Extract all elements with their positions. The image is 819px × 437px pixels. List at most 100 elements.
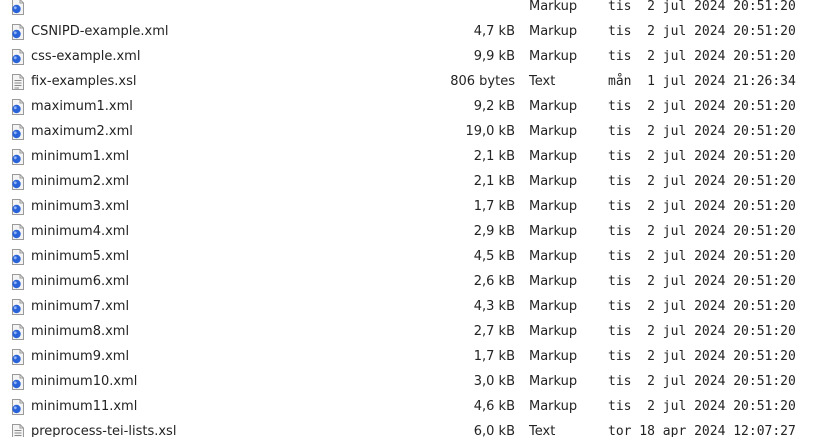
file-row[interactable]: css-example.xml 9,9 kB Markup tis 2 jul …	[0, 44, 819, 69]
file-size: 3,0 kB	[473, 374, 515, 389]
file-name: minimum10.xml	[31, 374, 138, 389]
file-size: 6,0 kB	[473, 424, 515, 437]
file-size: 4,6 kB	[473, 399, 515, 414]
file-row[interactable]: minimum2.xml 2,1 kB Markup tis 2 jul 202…	[0, 169, 819, 194]
file-type: Markup	[529, 99, 578, 114]
file-type: Markup	[529, 49, 578, 64]
file-row[interactable]: minimum3.xml 1,7 kB Markup tis 2 jul 202…	[0, 194, 819, 219]
file-row[interactable]: minimum10.xml 3,0 kB Markup tis 2 jul 20…	[0, 369, 819, 394]
file-modified: tis 2 jul 2024 20:51:20	[608, 0, 796, 14]
file-name: minimum4.xml	[31, 224, 130, 239]
file-type: Text	[529, 424, 556, 437]
file-name: maximum2.xml	[31, 124, 133, 139]
file-type: Markup	[529, 0, 578, 14]
markup-file-icon	[11, 99, 25, 115]
file-row[interactable]: minimum9.xml 1,7 kB Markup tis 2 jul 202…	[0, 344, 819, 369]
file-row[interactable]: minimum4.xml 2,9 kB Markup tis 2 jul 202…	[0, 219, 819, 244]
markup-file-icon	[11, 24, 25, 40]
text-file-icon	[11, 424, 25, 437]
file-modified: tis 2 jul 2024 20:51:20	[608, 399, 796, 414]
file-size: 806 bytes	[450, 74, 515, 89]
file-modified: tis 2 jul 2024 20:51:20	[608, 199, 796, 214]
file-size: 2,9 kB	[473, 224, 515, 239]
file-row[interactable]: Markup tis 2 jul 2024 20:51:20	[0, 0, 819, 19]
file-size: 9,2 kB	[473, 99, 515, 114]
file-modified: tis 2 jul 2024 20:51:20	[608, 24, 796, 39]
file-row[interactable]: CSNIPD-example.xml 4,7 kB Markup tis 2 j…	[0, 19, 819, 44]
file-size: 2,6 kB	[473, 274, 515, 289]
markup-file-icon	[11, 149, 25, 165]
file-row[interactable]: preprocess-tei-lists.xsl 6,0 kB Text tor…	[0, 419, 819, 437]
markup-file-icon	[11, 299, 25, 315]
file-modified: tis 2 jul 2024 20:51:20	[608, 349, 796, 364]
file-modified: tis 2 jul 2024 20:51:20	[608, 299, 796, 314]
file-size: 4,7 kB	[473, 24, 515, 39]
file-name: CSNIPD-example.xml	[31, 24, 169, 39]
file-row[interactable]: minimum6.xml 2,6 kB Markup tis 2 jul 202…	[0, 269, 819, 294]
file-name: minimum7.xml	[31, 299, 130, 314]
markup-file-icon	[11, 274, 25, 290]
file-modified: tis 2 jul 2024 20:51:20	[608, 149, 796, 164]
file-size: 1,7 kB	[473, 199, 515, 214]
file-modified: tis 2 jul 2024 20:51:20	[608, 374, 796, 389]
markup-file-icon	[11, 124, 25, 140]
file-row[interactable]: minimum8.xml 2,7 kB Markup tis 2 jul 202…	[0, 319, 819, 344]
file-name: css-example.xml	[31, 49, 141, 64]
file-type: Markup	[529, 324, 578, 339]
file-size: 1,7 kB	[473, 349, 515, 364]
file-name: maximum1.xml	[31, 99, 133, 114]
markup-file-icon	[11, 374, 25, 390]
file-modified: tis 2 jul 2024 20:51:20	[608, 224, 796, 239]
file-name: fix-examples.xsl	[31, 74, 137, 89]
file-name: minimum2.xml	[31, 174, 130, 189]
file-name: minimum5.xml	[31, 249, 130, 264]
file-size: 4,3 kB	[473, 299, 515, 314]
file-row[interactable]: maximum2.xml 19,0 kB Markup tis 2 jul 20…	[0, 119, 819, 144]
file-type: Markup	[529, 399, 578, 414]
file-modified: tis 2 jul 2024 20:51:20	[608, 249, 796, 264]
file-modified: tis 2 jul 2024 20:51:20	[608, 49, 796, 64]
file-type: Markup	[529, 199, 578, 214]
file-modified: tor 18 apr 2024 12:07:27	[608, 424, 796, 437]
file-type: Markup	[529, 374, 578, 389]
file-size: 19,0 kB	[465, 124, 515, 139]
file-name: minimum3.xml	[31, 199, 130, 214]
file-row[interactable]: minimum11.xml 4,6 kB Markup tis 2 jul 20…	[0, 394, 819, 419]
file-type: Markup	[529, 274, 578, 289]
file-name: minimum1.xml	[31, 149, 130, 164]
markup-file-icon	[11, 249, 25, 265]
file-size: 2,7 kB	[473, 324, 515, 339]
file-name: preprocess-tei-lists.xsl	[31, 424, 177, 437]
file-type: Text	[529, 74, 556, 89]
file-size: 2,1 kB	[473, 149, 515, 164]
file-name: minimum6.xml	[31, 274, 130, 289]
file-type: Markup	[529, 149, 578, 164]
file-type: Markup	[529, 224, 578, 239]
file-type: Markup	[529, 299, 578, 314]
file-modified: mån 1 jul 2024 21:26:34	[608, 74, 796, 89]
markup-file-icon	[11, 349, 25, 365]
file-row[interactable]: minimum1.xml 2,1 kB Markup tis 2 jul 202…	[0, 144, 819, 169]
file-name: minimum8.xml	[31, 324, 130, 339]
file-row[interactable]: maximum1.xml 9,2 kB Markup tis 2 jul 202…	[0, 94, 819, 119]
markup-file-icon	[11, 224, 25, 240]
file-row[interactable]: fix-examples.xsl 806 bytes Text mån 1 ju…	[0, 69, 819, 94]
file-size: 2,1 kB	[473, 174, 515, 189]
file-name: minimum11.xml	[31, 399, 138, 414]
file-modified: tis 2 jul 2024 20:51:20	[608, 99, 796, 114]
file-type: Markup	[529, 349, 578, 364]
file-modified: tis 2 jul 2024 20:51:20	[608, 324, 796, 339]
text-file-icon	[11, 74, 25, 90]
markup-file-icon	[11, 174, 25, 190]
file-type: Markup	[529, 249, 578, 264]
markup-file-icon	[11, 199, 25, 215]
markup-file-icon	[11, 0, 25, 15]
markup-file-icon	[11, 399, 25, 415]
file-modified: tis 2 jul 2024 20:51:20	[608, 174, 796, 189]
file-modified: tis 2 jul 2024 20:51:20	[608, 124, 796, 139]
file-row[interactable]: minimum7.xml 4,3 kB Markup tis 2 jul 202…	[0, 294, 819, 319]
file-size: 9,9 kB	[473, 49, 515, 64]
file-row[interactable]: minimum5.xml 4,5 kB Markup tis 2 jul 202…	[0, 244, 819, 269]
file-size: 4,5 kB	[473, 249, 515, 264]
